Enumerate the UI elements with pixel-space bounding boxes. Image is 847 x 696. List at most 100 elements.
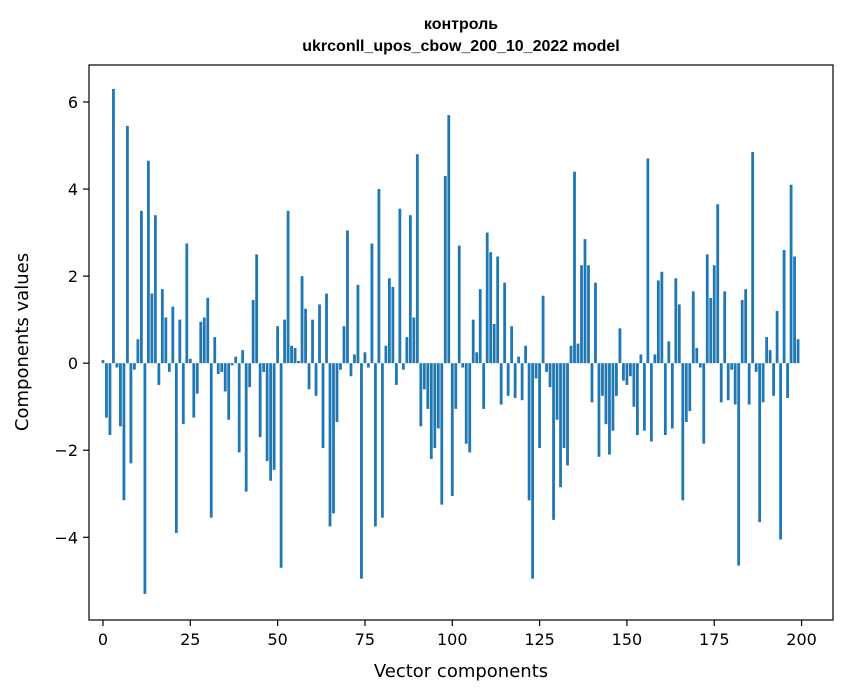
bar-134 [569,345,573,364]
bar-40 [241,350,245,364]
bar-83 [391,287,395,364]
bar-31 [209,363,213,518]
bar-122 [527,363,531,501]
bar-57 [300,276,304,364]
bar-168 [688,363,692,412]
bar-36 [227,363,231,420]
bar-151 [629,363,632,377]
bar-16 [157,363,161,385]
bar-43 [251,300,255,364]
bar-76 [367,363,370,368]
bar-78 [374,363,377,527]
bar-64 [325,293,328,364]
bar-44 [255,254,259,364]
bar-39 [237,363,241,453]
bar-67 [335,363,339,422]
bar-26 [192,363,196,418]
y-tick-label-2: 2 [68,267,78,286]
bar-157 [649,363,653,442]
bar-63 [321,363,325,449]
bar-192 [772,363,776,396]
bar-115 [503,282,507,364]
bar-104 [464,363,468,444]
bar-55 [293,347,297,364]
bar-109 [482,363,486,409]
bar-155 [642,363,646,431]
bar-91 [419,363,423,427]
bar-101 [454,363,458,409]
bar-137 [580,265,583,364]
bar-99 [447,115,451,364]
bar-17 [160,289,164,364]
bar-29 [202,317,206,364]
bar-10 [136,339,140,364]
bar-197 [789,184,793,364]
bar-141 [594,282,597,364]
bar-152 [632,363,636,407]
bar-2 [108,363,112,435]
bar-114 [499,363,503,405]
bar-65 [328,363,332,527]
bar-161 [663,363,667,435]
bar-41 [244,363,248,492]
bar-190 [765,337,769,364]
bar-194 [779,363,782,540]
bar-105 [468,363,472,453]
bar-163 [670,363,674,429]
bar-186 [751,152,755,364]
bar-127 [545,363,548,372]
bar-172 [702,363,706,444]
bar-7 [126,125,129,364]
bar-21 [174,363,178,533]
bar-88 [408,215,412,364]
bar-85 [398,208,402,364]
bar-56 [297,361,300,364]
bar-4 [115,363,119,368]
bar-121 [524,345,528,364]
bar-75 [363,352,367,364]
bar-1 [105,363,108,418]
bar-45 [258,363,262,438]
y-tick-label-0: 0 [68,354,78,373]
bar-129 [552,363,555,520]
bar-86 [401,363,405,370]
bar-143 [601,363,604,396]
bar-187 [754,363,758,372]
plot-frame [88,64,834,621]
bar-135 [573,171,576,364]
bar-110 [485,232,489,364]
bar-165 [677,304,681,364]
bar-183 [740,300,744,364]
bar-199 [796,339,800,364]
bar-19 [167,363,171,372]
bar-107 [475,352,479,364]
chart-subtitle: ukrconll_upos_cbow_200_10_2022 model [302,38,619,55]
bar-149 [622,363,625,381]
x-tick-label-0: 0 [98,630,108,649]
bar-9 [133,363,136,370]
bar-74 [360,363,363,579]
bar-176 [716,204,720,364]
bar-179 [726,363,730,401]
bar-35 [223,363,227,392]
bar-47 [265,363,269,462]
bar-93 [426,363,430,409]
bar-126 [541,295,545,364]
bar-162 [667,341,671,364]
bar-189 [761,363,765,403]
bar-94 [429,363,433,459]
chart-title: контроль [424,16,498,33]
bar-111 [489,252,493,364]
x-tick-label-150: 150 [612,630,643,649]
bar-79 [377,189,381,364]
bar-73 [356,284,360,364]
bar-170 [695,347,699,364]
bar-60 [311,319,314,364]
bar-198 [793,256,796,364]
bar-177 [719,363,723,403]
bar-38 [234,356,238,364]
bar-28 [199,321,203,364]
bar-27 [195,363,199,394]
bar-87 [405,337,409,364]
bar-84 [394,363,398,385]
